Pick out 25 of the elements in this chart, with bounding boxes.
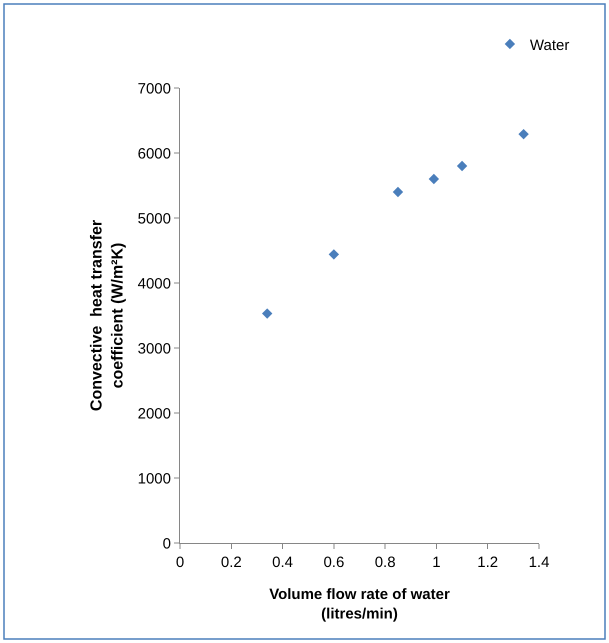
y-tick-label: 3000 xyxy=(138,340,171,358)
x-axis-title: Volume flow rate of water (litres/min) xyxy=(269,586,450,622)
y-tick-label: 4000 xyxy=(138,275,171,292)
x-tick-label: 0.2 xyxy=(220,554,242,571)
x-tick-label: 0.6 xyxy=(323,554,344,571)
y-tick-label: 7000 xyxy=(138,80,171,98)
point xyxy=(262,308,272,319)
point xyxy=(392,186,404,198)
y-tick-label: 6000 xyxy=(138,145,171,162)
x-tick-label: 1.2 xyxy=(477,554,498,571)
x-tick-label: 1.4 xyxy=(528,554,550,571)
y-tick-label: 0 xyxy=(162,535,171,552)
point xyxy=(328,249,340,260)
y-tick-label: 5000 xyxy=(138,210,171,228)
x-tick-label: 0.8 xyxy=(374,554,396,571)
x-tick-label: 0 xyxy=(176,554,184,571)
y-tick-label: 1000 xyxy=(138,470,171,488)
point xyxy=(456,160,468,172)
y-axis-title: Convective heat transfer coefficient (W/m²K) xyxy=(88,220,127,412)
x-tick-label: 1 xyxy=(432,554,441,571)
x-tick-label: 0.4 xyxy=(272,554,293,571)
point xyxy=(428,174,440,184)
point xyxy=(518,128,529,140)
legend-label: Water xyxy=(530,36,570,54)
y-tick-label: 2000 xyxy=(138,405,171,422)
